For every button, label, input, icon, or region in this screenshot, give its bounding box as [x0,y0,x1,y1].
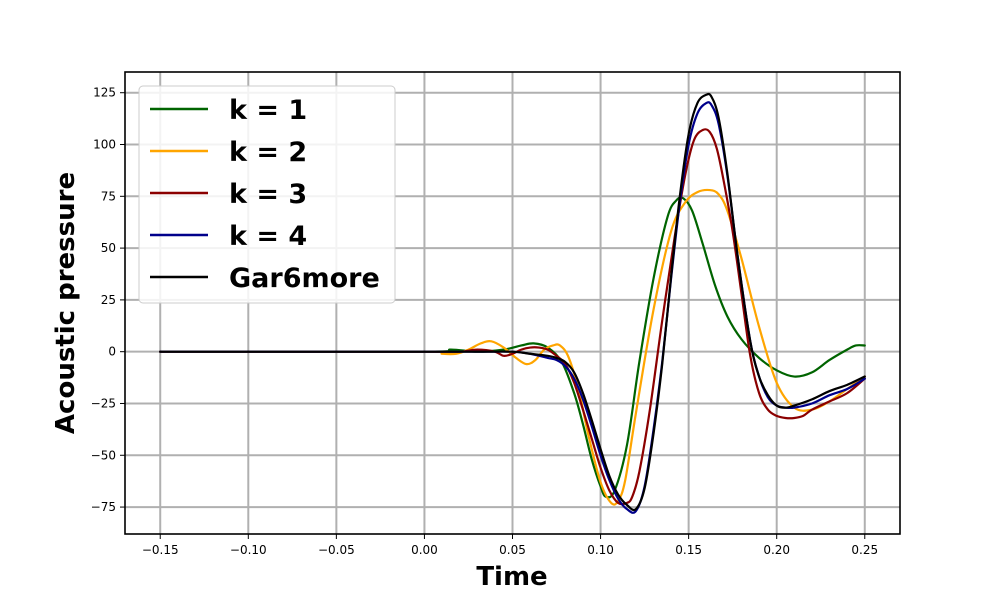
y-tick-label: 100 [93,138,116,152]
x-tick-label: 0.15 [675,543,702,557]
y-tick-label: 50 [101,241,116,255]
x-tick-label: −0.10 [230,543,267,557]
series-line-k-2 [159,188,866,506]
x-tick-label: 0.10 [587,543,614,557]
legend-label-k-2: k = 2 [229,137,307,168]
x-tick-label: −0.05 [318,543,355,557]
plot-frame [124,71,901,535]
x-tick-label: −0.15 [142,543,179,557]
legend-box [138,85,396,304]
legend-label-k-1: k = 1 [229,95,307,126]
series-line-gar6more [159,92,866,512]
y-tick-label: 25 [101,293,116,307]
y-tick-label: −25 [91,396,116,410]
x-tick-label: 0.25 [851,543,878,557]
series-line-k-1 [159,196,866,499]
legend-label-gar6more: Gar6more [229,263,380,294]
plot-area [159,92,866,514]
x-tick-label: 0.00 [411,543,438,557]
x-tick-label: 0.20 [763,543,790,557]
legend-label-k-4: k = 4 [229,221,307,252]
y-tick-label: 125 [93,86,116,100]
y-tick-label: −75 [91,500,116,514]
x-tick-label: 0.05 [499,543,526,557]
y-tick-label: 0 [108,345,116,359]
legend: k = 1 k = 2 k = 3 k = 4 Gar6more [138,85,396,304]
y-axis-ticks: −75 −50 −25 0 25 50 75 100 125 [91,86,125,514]
y-tick-label: 75 [101,189,116,203]
x-axis-ticks: −0.15 −0.10 −0.05 0.00 0.05 0.10 0.15 0.20 0.25 [142,534,878,557]
y-tick-label: −50 [91,448,116,462]
legend-label-k-3: k = 3 [229,179,307,210]
series-lines [159,92,866,514]
x-axis-label: Time [476,562,547,592]
y-axis-label: Acoustic pressure [51,172,81,434]
